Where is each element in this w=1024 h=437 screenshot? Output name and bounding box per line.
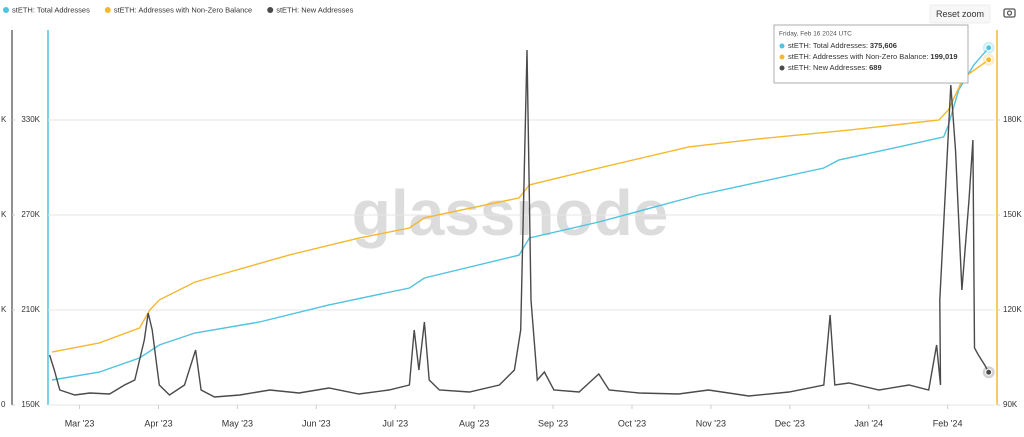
legend-label: stETH: Total Addresses: [12, 5, 90, 14]
tooltip-sep: :: [865, 63, 867, 72]
x-tick-label: Dec '23: [775, 418, 805, 428]
series-line: [51, 47, 990, 381]
reset-zoom[interactable]: Reset zoom: [929, 4, 991, 24]
tooltip-name: stETH: New Addresses: [788, 63, 865, 72]
tooltip-marker: [779, 65, 785, 71]
watermark: glassnode: [352, 177, 669, 249]
y-tick-label: 210K: [21, 305, 40, 314]
x-tick-label: Aug '23: [459, 418, 489, 428]
legend-marker: [267, 7, 274, 13]
reset-zoom-label[interactable]: Reset zoom: [936, 9, 984, 19]
y3-tick-label: K: [1, 115, 7, 124]
y2-tick-label: 120K: [1003, 305, 1022, 314]
tooltip-sep: :: [866, 41, 868, 50]
tooltip-value: 199,019: [930, 52, 957, 61]
series-line: [48, 49, 990, 398]
x-tick-label: May '23: [222, 418, 253, 428]
tooltip-value: 689: [869, 63, 882, 72]
tooltip-marker: [779, 54, 785, 60]
y2-tick-label: 150K: [1003, 210, 1022, 219]
hover-point: [985, 44, 993, 52]
legend: stETH: Total Addresses stETH: Addresses w…: [3, 5, 354, 14]
tooltip-name: stETH: Addresses with Non-Zero Balance: [788, 52, 926, 61]
tooltip: Friday, Feb 16 2024 UTC stETH: Total Addr…: [773, 24, 969, 84]
legend-label: stETH: Addresses with Non-Zero Balance: [114, 5, 252, 14]
hover-point: [985, 56, 993, 64]
x-tick-label: Jan '24: [854, 418, 883, 428]
tooltip-box: [773, 24, 969, 84]
tooltip-name: stETH: Total Addresses: [788, 41, 866, 50]
x-tick-label: Sep '23: [538, 418, 568, 428]
y-tick-label: 270K: [21, 210, 40, 219]
x-tick-label: Mar '23: [65, 418, 95, 428]
y3-tick-label: K: [1, 210, 7, 219]
tooltip-sep: :: [926, 52, 928, 61]
y2-tick-label: 90K: [1003, 400, 1018, 409]
legend-label: stETH: New Addresses: [276, 5, 353, 14]
y3-tick-label: 0: [1, 400, 6, 409]
x-tick-label: Apr '23: [144, 418, 172, 428]
tooltip-title: Friday, Feb 16 2024 UTC: [779, 31, 852, 38]
tooltip-marker: [779, 43, 785, 49]
x-tick-label: Oct '23: [618, 418, 646, 428]
hover-point: [985, 368, 993, 376]
camera-icon[interactable]: [1003, 8, 1016, 18]
y3-tick-label: K: [1, 305, 7, 314]
y-tick-label: 150K: [21, 400, 40, 409]
series-line: [51, 59, 990, 353]
x-tick-label: Jul '23: [382, 418, 408, 428]
tooltip-value: 375,606: [870, 41, 897, 50]
x-tick-label: Nov '23: [696, 418, 726, 428]
legend-marker: [3, 7, 9, 13]
legend-marker: [104, 7, 111, 13]
x-tick-label: Jun '23: [302, 418, 331, 428]
x-tick-label: Feb '24: [933, 418, 963, 428]
y2-tick-label: 180K: [1003, 115, 1022, 124]
y-tick-label: 330K: [21, 115, 40, 124]
